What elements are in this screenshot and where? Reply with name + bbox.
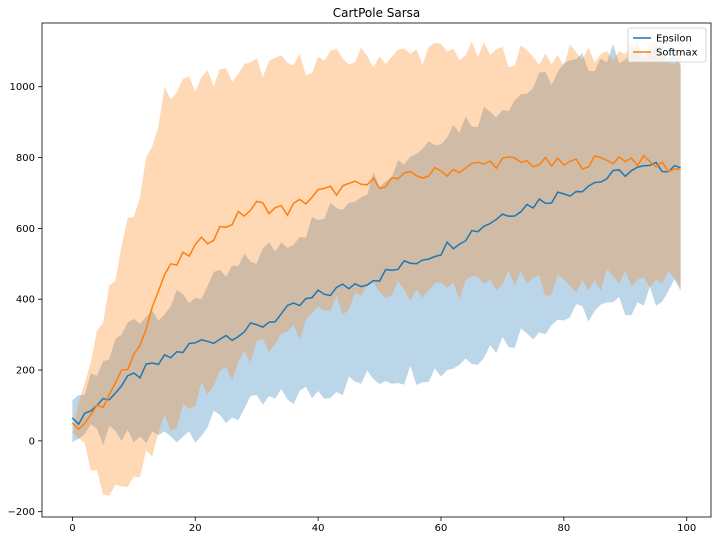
chart-title: CartPole Sarsa [333,6,421,20]
y-tick-label: 0 [29,436,35,447]
x-axis-ticks: 0 20 40 60 80 100 [69,517,696,534]
y-tick-label: −200 [8,507,35,518]
series-lines [71,154,681,431]
y-tick-label: 600 [16,224,35,235]
x-tick-label: 80 [558,523,571,534]
y-tick-label: 400 [16,295,35,306]
band-epsilon [72,42,681,446]
y-tick-label: 200 [16,366,35,377]
x-tick-label: 0 [69,523,75,534]
x-tick-label: 20 [189,523,202,534]
y-tick-label: 1000 [10,82,35,93]
band-softmax [72,41,681,496]
y-tick-label: 800 [16,153,35,164]
x-tick-label: 60 [435,523,448,534]
y-axis-ticks: −200 0 200 400 600 800 1000 [8,82,42,518]
line-epsilon [71,161,681,426]
confidence-bands [72,41,681,496]
legend-label-softmax: Softmax [656,48,698,59]
plot-frame [41,22,712,518]
legend-box [627,27,707,63]
legend: Epsilon Softmax [627,27,707,63]
x-tick-label: 100 [677,523,696,534]
legend-label-epsilon: Epsilon [656,34,692,45]
line-softmax [71,154,681,431]
x-tick-label: 40 [312,523,325,534]
